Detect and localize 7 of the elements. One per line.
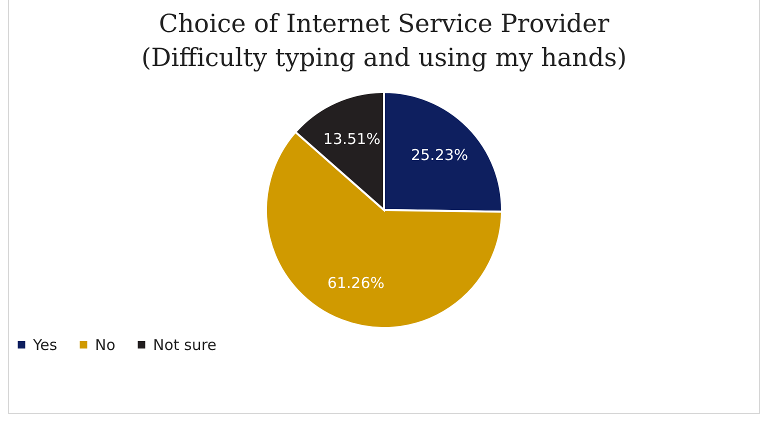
- legend-label: Not sure: [153, 336, 216, 354]
- data-label: 25.23%: [410, 146, 468, 164]
- data-label: 61.26%: [327, 274, 385, 292]
- data-label: 13.51%: [323, 130, 380, 148]
- chart-title: Choice of Internet Service Provider (Difficulty typing and using my hands): [141, 9, 627, 72]
- legend-label: Yes: [32, 336, 58, 354]
- legend-label: No: [95, 336, 116, 354]
